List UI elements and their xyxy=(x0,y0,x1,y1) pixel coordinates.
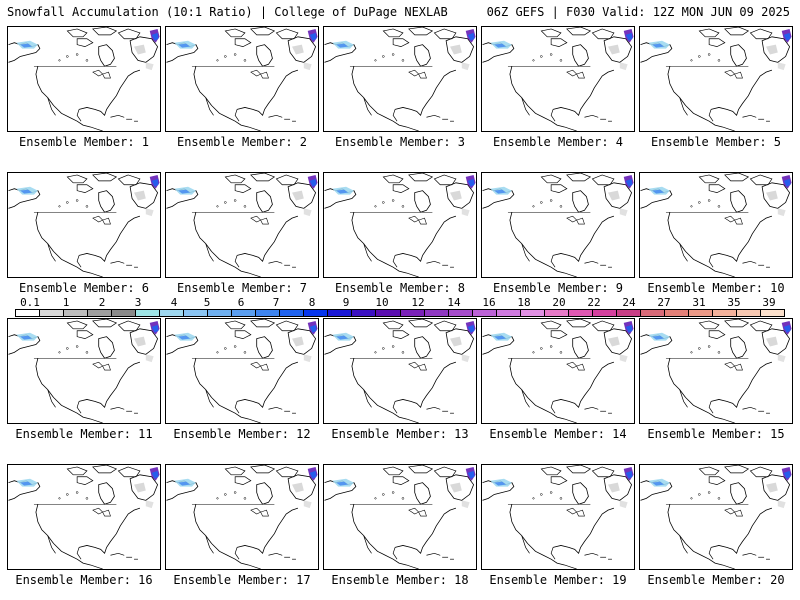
colorbar-swatch xyxy=(232,310,257,316)
colorbar-tick-label: 9 xyxy=(342,296,350,309)
colorbar-tick-label: 12 xyxy=(411,296,425,309)
colorbar-swatch xyxy=(160,310,185,316)
ensemble-member-label: Ensemble Member: 17 xyxy=(173,573,311,587)
colorbar-swatch xyxy=(520,310,545,316)
colorbar-swatch xyxy=(112,310,137,316)
colorbar-tick-label: 0.1 xyxy=(20,296,40,309)
ensemble-member-label: Ensemble Member: 4 xyxy=(492,135,624,149)
colorbar-tick-label: 6 xyxy=(237,296,245,309)
ensemble-map-1 xyxy=(7,26,161,132)
ensemble-member-label: Ensemble Member: 20 xyxy=(647,573,785,587)
ensemble-member-label: Ensemble Member: 12 xyxy=(173,427,311,441)
colorbar-swatch xyxy=(136,310,161,316)
ensemble-map-6 xyxy=(7,172,161,278)
colorbar-swatch xyxy=(424,310,449,316)
ensemble-member-label: Ensemble Member: 1 xyxy=(18,135,150,149)
ensemble-member-label: Ensemble Member: 6 xyxy=(18,281,150,295)
colorbar-swatch xyxy=(16,310,41,316)
colorbar-tick-label: 2 xyxy=(98,296,106,309)
colorbar-tick-label: 16 xyxy=(482,296,496,309)
ensemble-map-7 xyxy=(165,172,319,278)
ensemble-map-17 xyxy=(165,464,319,570)
ensemble-member-label: Ensemble Member: 13 xyxy=(331,427,469,441)
ensemble-map-5 xyxy=(639,26,793,132)
colorbar-swatch xyxy=(592,310,617,316)
ensemble-member-label: Ensemble Member: 8 xyxy=(334,281,466,295)
colorbar-swatch xyxy=(256,310,281,316)
colorbar-swatch xyxy=(88,310,113,316)
colorbar-tick-label: 27 xyxy=(657,296,671,309)
colorbar xyxy=(15,309,785,317)
ensemble-member-label: Ensemble Member: 18 xyxy=(331,573,469,587)
colorbar-tick-label: 1 xyxy=(62,296,70,309)
colorbar-tick-label: 39 xyxy=(762,296,776,309)
colorbar-tick-label: 24 xyxy=(622,296,636,309)
colorbar-tick-label: 20 xyxy=(552,296,566,309)
ensemble-map-4 xyxy=(481,26,635,132)
ensemble-member-label: Ensemble Member: 5 xyxy=(650,135,782,149)
colorbar-swatch xyxy=(688,310,713,316)
ensemble-member-label: Ensemble Member: 10 xyxy=(647,281,785,295)
ensemble-member-label: Ensemble Member: 9 xyxy=(492,281,624,295)
colorbar-swatch xyxy=(208,310,233,316)
colorbar-swatch xyxy=(664,310,689,316)
colorbar-tick-label: 4 xyxy=(170,296,178,309)
ensemble-map-18 xyxy=(323,464,477,570)
colorbar-swatch xyxy=(400,310,425,316)
colorbar-swatch xyxy=(448,310,473,316)
colorbar-swatch xyxy=(544,310,569,316)
colorbar-tick-label: 22 xyxy=(587,296,601,309)
colorbar-swatch xyxy=(376,310,401,316)
colorbar-tick-label: 18 xyxy=(517,296,531,309)
ensemble-map-14 xyxy=(481,318,635,424)
ensemble-member-label: Ensemble Member: 16 xyxy=(15,573,153,587)
colorbar-swatch xyxy=(328,310,353,316)
colorbar-swatch xyxy=(640,310,665,316)
colorbar-swatch xyxy=(304,310,329,316)
ensemble-map-3 xyxy=(323,26,477,132)
colorbar-tick-label: 7 xyxy=(272,296,280,309)
colorbar-swatch xyxy=(736,310,761,316)
ensemble-member-label: Ensemble Member: 11 xyxy=(15,427,153,441)
colorbar-swatch xyxy=(568,310,593,316)
colorbar-swatch xyxy=(472,310,497,316)
colorbar-swatch xyxy=(616,310,641,316)
ensemble-map-12 xyxy=(165,318,319,424)
colorbar-tick-label: 8 xyxy=(308,296,316,309)
ensemble-map-9 xyxy=(481,172,635,278)
colorbar-swatch xyxy=(184,310,209,316)
ensemble-member-label: Ensemble Member: 7 xyxy=(176,281,308,295)
colorbar-swatch xyxy=(40,310,65,316)
colorbar-tick-label: 31 xyxy=(692,296,706,309)
ensemble-map-15 xyxy=(639,318,793,424)
ensemble-map-16 xyxy=(7,464,161,570)
ensemble-member-label: Ensemble Member: 3 xyxy=(334,135,466,149)
colorbar-swatch xyxy=(64,310,89,316)
ensemble-map-8 xyxy=(323,172,477,278)
ensemble-member-label: Ensemble Member: 14 xyxy=(489,427,627,441)
run-info: 06Z GEFS | F030 Valid: 12Z MON JUN 09 20… xyxy=(486,5,790,19)
ensemble-map-2 xyxy=(165,26,319,132)
colorbar-swatch xyxy=(760,310,784,316)
ensemble-member-label: Ensemble Member: 15 xyxy=(647,427,785,441)
colorbar-swatch xyxy=(280,310,305,316)
page-title: Snowfall Accumulation (10:1 Ratio) | Col… xyxy=(7,5,448,19)
ensemble-map-20 xyxy=(639,464,793,570)
ensemble-member-label: Ensemble Member: 2 xyxy=(176,135,308,149)
colorbar-swatch xyxy=(712,310,737,316)
ensemble-map-11 xyxy=(7,318,161,424)
colorbar-swatch xyxy=(496,310,521,316)
colorbar-tick-label: 14 xyxy=(447,296,461,309)
ensemble-member-label: Ensemble Member: 19 xyxy=(489,573,627,587)
colorbar-tick-label: 5 xyxy=(203,296,211,309)
colorbar-tick-label: 3 xyxy=(134,296,142,309)
colorbar-tick-label: 10 xyxy=(375,296,389,309)
colorbar-tick-label: 35 xyxy=(727,296,741,309)
ensemble-map-13 xyxy=(323,318,477,424)
colorbar-swatch xyxy=(352,310,377,316)
ensemble-map-10 xyxy=(639,172,793,278)
ensemble-map-19 xyxy=(481,464,635,570)
